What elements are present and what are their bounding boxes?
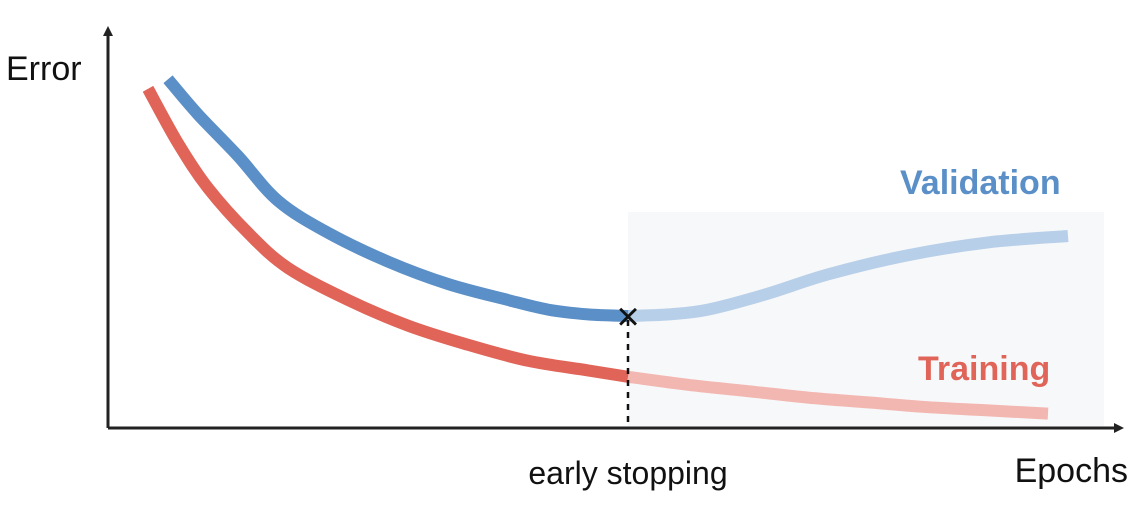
training-line-after-stop xyxy=(627,370,1049,420)
y-axis-label: Error xyxy=(6,50,82,88)
validation-line xyxy=(163,75,629,322)
training-line xyxy=(142,85,629,383)
early-stopping-marker: × xyxy=(616,295,639,339)
series-layer xyxy=(142,75,1069,420)
validation-series-label: Validation xyxy=(900,164,1061,202)
training-series-label: Training xyxy=(918,350,1050,388)
early-stopping-label: early stopping xyxy=(528,455,727,491)
validation-line-after-stop xyxy=(627,230,1069,322)
x-axis-label: Epochs xyxy=(1015,452,1128,490)
